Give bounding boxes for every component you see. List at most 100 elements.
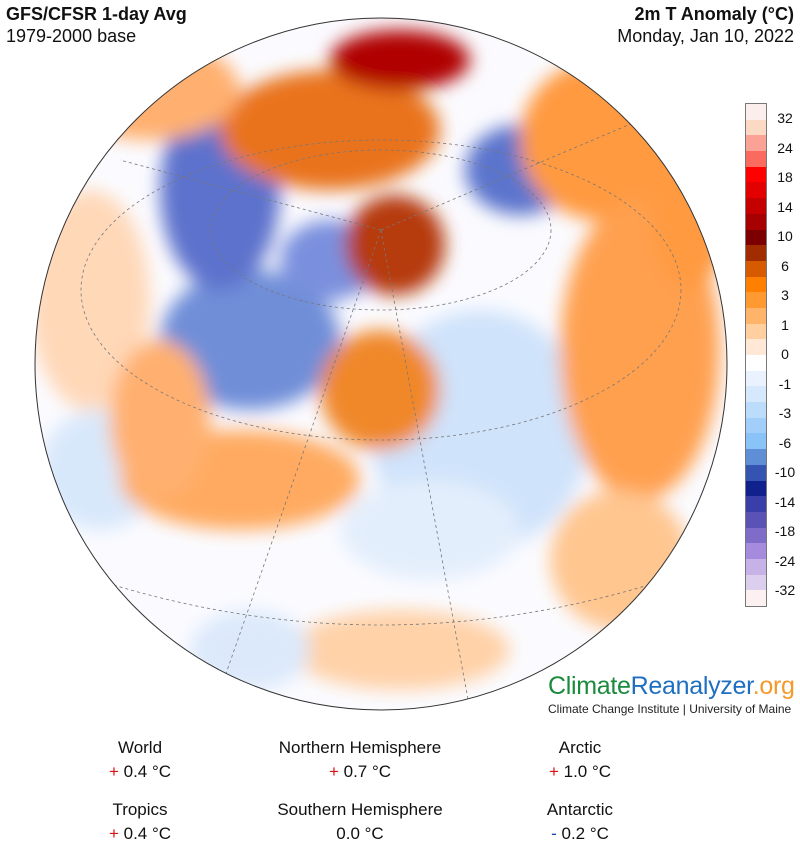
globe-outline xyxy=(34,17,728,711)
colorbar-tick-label: 10 xyxy=(777,228,793,244)
stat-arctic: Arctic + 1.0 °C xyxy=(520,736,640,784)
colorbar xyxy=(745,103,767,607)
colorbar-swatch xyxy=(746,229,766,246)
anomaly-region xyxy=(330,30,470,90)
anomaly-region xyxy=(220,70,440,190)
dataset-title: GFS/CFSR 1-day Avg xyxy=(6,4,187,24)
colorbar-swatch xyxy=(746,198,766,214)
stat-value: 0.0 °C xyxy=(336,824,384,843)
colorbar-swatch xyxy=(746,292,766,308)
colorbar-tick-label: 18 xyxy=(777,169,793,185)
institution-label: Climate Change Institute | University of… xyxy=(548,702,792,716)
anomaly-region xyxy=(160,270,340,410)
colorbar-swatch xyxy=(746,527,766,544)
colorbar-swatch xyxy=(746,558,766,575)
stat-label: Antarctic xyxy=(546,800,614,819)
colorbar-swatch xyxy=(746,276,766,293)
colorbar-tick-label: -18 xyxy=(774,523,796,539)
variable-block: 2m T Anomaly (°C) Monday, Jan 10, 2022 xyxy=(617,3,794,47)
anomaly-region xyxy=(60,40,240,140)
graticule xyxy=(39,119,723,710)
colorbar-swatch xyxy=(746,260,766,277)
colorbar-tick-label: -1 xyxy=(778,375,792,392)
colorbar-tick-label: 32 xyxy=(777,110,793,126)
colorbar-swatch xyxy=(746,213,766,230)
colorbar-swatch xyxy=(746,119,766,136)
colorbar-tick-label: 1 xyxy=(781,316,789,333)
colorbar-swatch xyxy=(746,370,766,387)
colorbar-swatch xyxy=(746,182,766,199)
colorbar-swatch xyxy=(746,323,766,340)
stat-label: Arctic xyxy=(558,738,602,757)
colorbar-swatch xyxy=(746,166,766,183)
baseline-label: 1979-2000 base xyxy=(6,26,137,46)
stat-sign: + xyxy=(548,762,559,781)
stat-sign: - xyxy=(551,824,557,843)
stat-sign: + xyxy=(328,762,339,781)
stat-label: Tropics xyxy=(112,800,168,819)
colorbar-swatch xyxy=(746,590,766,606)
stat-value: 1.0 °C xyxy=(563,762,612,781)
anomaly-region xyxy=(290,610,510,690)
stat-value: 0.4 °C xyxy=(123,824,172,843)
colorbar-tick-label: -24 xyxy=(774,552,796,569)
colorbar-tick-label: 6 xyxy=(781,257,789,274)
anomaly-region xyxy=(35,190,150,410)
climate-reanalyzer-logo[interactable]: ClimateReanalyzer.org xyxy=(548,672,795,701)
anomaly-region xyxy=(190,610,310,690)
anomaly-region xyxy=(320,330,440,450)
date-label: Monday, Jan 10, 2022 xyxy=(617,26,794,46)
stat-sign: + xyxy=(108,824,119,843)
colorbar-swatch xyxy=(746,355,766,371)
colorbar-swatch xyxy=(746,464,766,481)
colorbar-tick-label: -14 xyxy=(774,493,796,510)
colorbar-swatch xyxy=(746,496,766,512)
colorbar-swatch xyxy=(746,574,766,591)
logo-reanalyzer: Reanalyzer xyxy=(630,672,753,700)
colorbar-swatch xyxy=(746,480,766,497)
colorbar-swatch xyxy=(746,151,766,167)
colorbar-tick-label: -3 xyxy=(778,405,792,421)
colorbar-swatch xyxy=(746,511,766,528)
stat-value: 0.4 °C xyxy=(123,762,172,781)
colorbar-tick-label: 3 xyxy=(781,287,789,303)
colorbar-swatch xyxy=(746,386,766,403)
logo-org: .org xyxy=(752,672,795,700)
colorbar-swatch xyxy=(746,449,766,465)
colorbar-swatch xyxy=(746,339,766,355)
variable-title: 2m T Anomaly (°C) xyxy=(634,4,794,24)
stat-southern-hemisphere: Southern Hemisphere 0.0 °C xyxy=(250,798,470,846)
stat-northern-hemisphere: Northern Hemisphere + 0.7 °C xyxy=(250,736,470,784)
stat-value: 0.7 °C xyxy=(343,762,392,781)
colorbar-swatch xyxy=(746,135,766,152)
stat-antarctic: Antarctic - 0.2 °C xyxy=(520,798,640,846)
anomaly-region xyxy=(550,490,690,630)
colorbar-swatch xyxy=(746,104,766,120)
logo-climate: Climate xyxy=(548,672,631,700)
colorbar-tick-label: -6 xyxy=(778,434,792,451)
colorbar-tick-label: -32 xyxy=(774,582,796,598)
title-block: GFS/CFSR 1-day Avg 1979-2000 base xyxy=(6,3,187,47)
colorbar-swatch xyxy=(746,433,766,450)
colorbar-swatch xyxy=(746,307,766,324)
stat-value: 0.2 °C xyxy=(561,824,609,843)
colorbar-tick-label: -10 xyxy=(774,464,796,480)
colorbar-swatch xyxy=(746,402,766,418)
colorbar-tick-label: 14 xyxy=(777,198,793,215)
colorbar-swatch xyxy=(746,245,766,261)
colorbar-swatch xyxy=(746,543,766,559)
colorbar-swatch xyxy=(746,417,766,434)
anomaly-region xyxy=(340,480,520,580)
stat-label: Southern Hemisphere xyxy=(277,800,443,819)
colorbar-tick-label: 0 xyxy=(781,346,789,362)
stat-label: World xyxy=(117,738,163,757)
anomaly-region xyxy=(345,195,445,295)
anomaly-region xyxy=(650,110,727,290)
stat-world: World + 0.4 °C xyxy=(80,736,200,784)
stat-label: Northern Hemisphere xyxy=(278,738,442,757)
stat-tropics: Tropics + 0.4 °C xyxy=(80,798,200,846)
colorbar-tick-label: 24 xyxy=(777,139,793,156)
stat-sign: + xyxy=(108,762,119,781)
anomaly-region xyxy=(110,340,210,500)
